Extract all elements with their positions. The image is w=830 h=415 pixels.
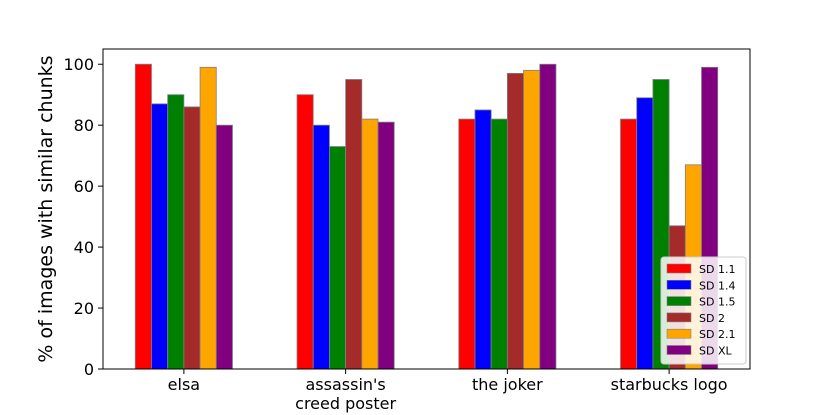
y-tick-label: 60 bbox=[74, 177, 94, 196]
legend-entry-label: SD 1.1 bbox=[699, 263, 735, 276]
x-axis: elsa assassin's creed poster the joker starb… bbox=[168, 369, 728, 413]
x-tick-label: elsa bbox=[168, 375, 200, 394]
bar-sd-1-5-cat-1 bbox=[329, 146, 347, 370]
bar-sd-xl-cat-1 bbox=[377, 121, 395, 370]
legend-entry-label: SD 2 bbox=[699, 312, 725, 325]
legend-entry-label: SD 1.4 bbox=[699, 279, 735, 292]
legend-swatch bbox=[666, 263, 692, 274]
bar-sd-1-4-cat-3 bbox=[636, 97, 654, 370]
bar-sd-2-1-cat-1 bbox=[361, 118, 379, 370]
bar-sd-xl-cat-0 bbox=[215, 124, 233, 370]
bar-sd-2-1-cat-2 bbox=[523, 69, 541, 370]
bar-sd-2-cat-1 bbox=[345, 79, 363, 370]
bar-sd-1-1-cat-2 bbox=[458, 118, 476, 370]
bar-sd-2-cat-0 bbox=[183, 106, 201, 370]
bars-group bbox=[134, 63, 719, 370]
legend: SD 1.1 SD 1.4 SD 1.5 SD 2 SD 2.1 SD XL bbox=[660, 256, 747, 365]
y-axis-label: % of images with similar chunks bbox=[35, 55, 57, 362]
bar-sd-2-cat-2 bbox=[506, 72, 524, 370]
x-tick-label: assassin's creed poster bbox=[295, 375, 396, 413]
y-tick-label: 40 bbox=[74, 238, 94, 257]
legend-swatch bbox=[666, 328, 692, 339]
y-tick-label: 80 bbox=[74, 116, 94, 135]
y-axis: 0 20 40 60 80 100 bbox=[63, 55, 103, 379]
bar-sd-2-1-cat-0 bbox=[199, 66, 217, 370]
plot-frame bbox=[102, 48, 751, 370]
bar-sd-1-1-cat-0 bbox=[134, 63, 152, 370]
legend-entry-label: SD 2.1 bbox=[699, 328, 735, 341]
bar-sd-1-1-cat-3 bbox=[620, 118, 638, 370]
bar-sd-1-5-cat-0 bbox=[167, 94, 185, 370]
y-tick-label: 20 bbox=[74, 299, 94, 318]
x-tick-label: the joker bbox=[472, 375, 543, 394]
legend-swatch bbox=[666, 279, 692, 290]
bar-sd-1-4-cat-1 bbox=[312, 124, 330, 370]
legend-swatch bbox=[666, 345, 692, 355]
bar-sd-1-4-cat-0 bbox=[151, 103, 169, 370]
y-tick-label: 100 bbox=[63, 55, 94, 74]
legend-swatch bbox=[666, 312, 692, 323]
bar-sd-1-4-cat-2 bbox=[474, 109, 492, 370]
bar-sd-xl-cat-2 bbox=[539, 63, 557, 370]
y-tick-label: 0 bbox=[84, 360, 94, 379]
legend-swatch bbox=[666, 296, 692, 306]
bar-sd-1-1-cat-1 bbox=[296, 94, 314, 370]
legend-entry-label: SD XL bbox=[699, 345, 732, 358]
bar-sd-1-5-cat-2 bbox=[490, 118, 508, 370]
legend-entry-label: SD 1.5 bbox=[699, 296, 735, 309]
x-tick-label: starbucks logo bbox=[611, 375, 728, 394]
